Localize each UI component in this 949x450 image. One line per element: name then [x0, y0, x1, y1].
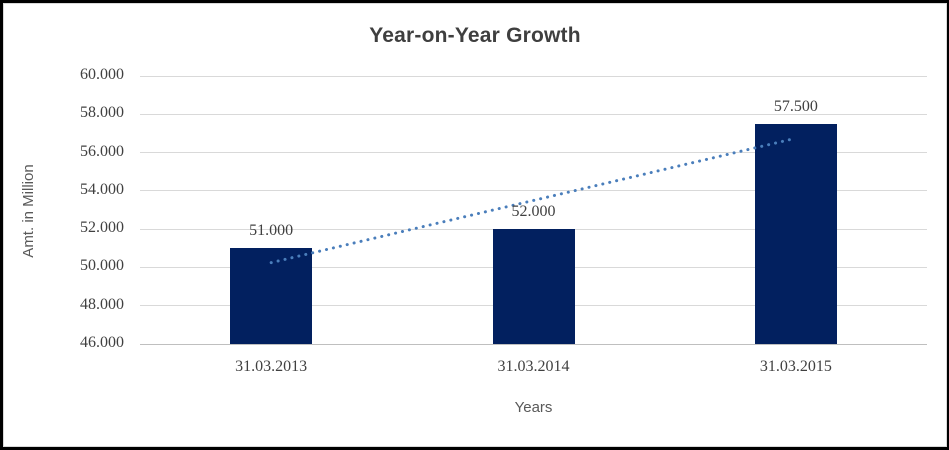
x-tick-label: 31.03.2014 — [497, 358, 570, 375]
x-axis-title: Years — [514, 399, 553, 416]
bar-31.03.2014 — [492, 229, 575, 344]
chart-canvas: Year-on-Year Growth Amt. in Million Year… — [3, 3, 947, 447]
bar-value-label: 52.000 — [511, 203, 556, 221]
gridline — [140, 75, 927, 77]
y-tick-label: 54.000 — [80, 180, 124, 198]
y-tick-label: 50.000 — [80, 257, 124, 275]
chart-title: Year-on-Year Growth — [369, 24, 581, 47]
y-tick-label: 46.000 — [80, 334, 124, 351]
bar-31.03.2013 — [230, 248, 313, 344]
y-tick-label: 58.000 — [80, 104, 124, 122]
y-tick-label: 48.000 — [80, 295, 124, 313]
y-tick-label: 52.000 — [80, 219, 124, 237]
bar-value-label: 51.000 — [249, 222, 294, 240]
bar-value-label: 57.500 — [773, 97, 818, 115]
x-tick-label: 31.03.2013 — [235, 358, 308, 375]
plot-area: 51.000 52.000 57.500 — [140, 75, 927, 345]
y-tick-label: 60.000 — [80, 66, 124, 83]
gridline — [140, 113, 927, 115]
x-axis-line — [140, 343, 927, 345]
x-tick-label: 31.03.2015 — [759, 358, 832, 375]
bar-31.03.2015 — [754, 123, 837, 344]
y-tick-label: 56.000 — [80, 142, 124, 160]
